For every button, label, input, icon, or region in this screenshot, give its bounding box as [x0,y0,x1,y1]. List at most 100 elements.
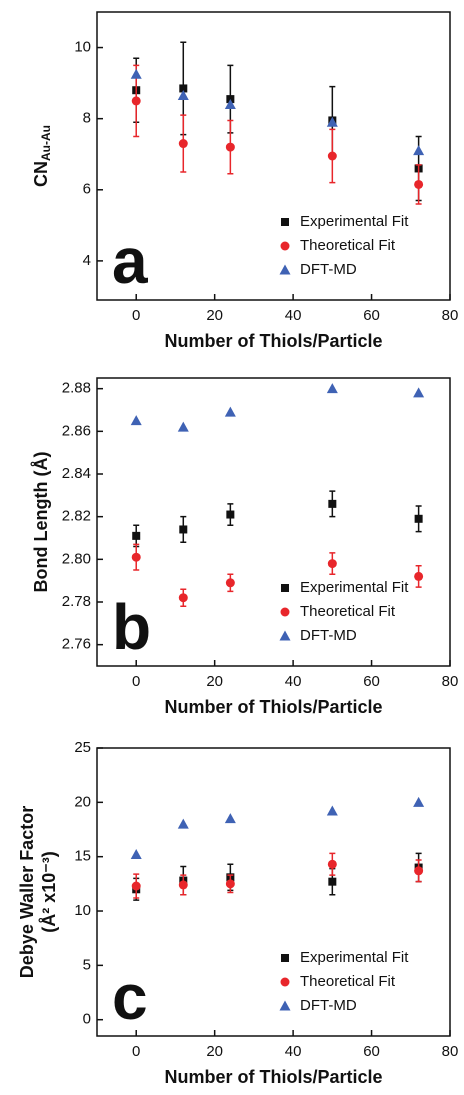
data-point [178,880,188,890]
y-tick-label: 2.78 [62,593,91,610]
data-point [413,387,425,398]
legend-label: DFT-MD [300,997,357,1014]
legend-marker [279,630,291,641]
legend-marker [279,1000,291,1011]
y-tick-label: 25 [74,739,91,756]
x-tick-label: 40 [285,307,302,324]
data-point [130,68,142,79]
data-point [179,84,188,93]
data-point [131,552,141,562]
legend-marker [281,218,289,226]
panel: 0 20 40 60 80 0 5 10 15 20 25 Number of Thiols/Part… [17,739,459,1087]
y-tick-label: 2.88 [62,380,91,397]
x-tick-label: 40 [285,673,302,690]
data-point [224,813,236,824]
y-tick-label: 2.76 [62,636,91,653]
y-tick-label: 8 [83,110,91,127]
y-axis-label-sub: Au-Au [39,125,53,161]
data-point [130,849,142,860]
data-point [224,98,236,109]
data-point [326,383,338,394]
x-axis-label: Number of Thiols/Particle [164,1067,382,1087]
data-point [131,96,141,106]
y-tick-label: 2.84 [62,465,91,482]
data-point [225,578,235,588]
y-axis-label: CNAu-Au [31,125,53,187]
data-point [413,145,425,156]
x-tick-label: 40 [285,1043,302,1060]
legend-label: Theoretical Fit [300,973,396,990]
x-tick-label: 20 [206,1043,223,1060]
data-point [225,879,235,889]
x-tick-label: 0 [132,307,140,324]
y-tick-label: 10 [74,39,91,56]
legend-marker [281,954,289,962]
data-point [226,510,235,519]
data-point [327,859,337,869]
data-point [328,499,337,508]
x-tick-label: 60 [363,307,380,324]
y-tick-label: 15 [74,848,91,865]
legend-marker [279,264,291,275]
panel: 0 20 40 60 80 2.76 2.78 2.80 2.82 2.84 2.86 2.88 Num… [31,377,459,717]
legend-label: Experimental Fit [300,213,409,230]
y-tick-label: 5 [83,956,91,973]
data-point [414,179,424,189]
x-tick-label: 80 [442,307,459,324]
legend-label: Experimental Fit [300,579,409,596]
legend-label: DFT-MD [300,627,357,644]
x-tick-label: 0 [132,1043,140,1060]
plot-frame [96,747,451,1037]
y-axis-label-line2: (Å² x10⁻³) [39,851,59,933]
y-tick-label: 0 [83,1011,91,1028]
data-point [179,525,188,534]
data-point [328,877,337,886]
data-point [130,415,142,426]
legend-label: Theoretical Fit [300,603,396,620]
y-axis-label: Bond Length (Å) [31,452,51,593]
data-point [413,796,425,807]
x-axis-label: Number of Thiols/Particle [164,331,382,351]
y-tick-label: 2.80 [62,550,91,567]
data-point [414,514,423,523]
legend-marker [280,607,290,617]
data-point [225,142,235,152]
x-tick-label: 60 [363,673,380,690]
x-tick-label: 0 [132,673,140,690]
data-point [131,881,141,891]
plot-frame [96,11,451,301]
x-tick-label: 80 [442,673,459,690]
data-point [178,593,188,603]
legend-marker [280,977,290,987]
plot-frame [96,377,451,667]
legend-marker [281,584,289,592]
panel-letter: b [112,591,151,663]
y-axis-label-main: Bond Length (Å) [31,452,51,593]
data-point [177,421,189,432]
x-tick-label: 60 [363,1043,380,1060]
x-tick-label: 80 [442,1043,459,1060]
y-axis-label: Debye Waller Factor [17,806,37,978]
y-tick-label: 20 [74,793,91,810]
data-point [327,559,337,569]
x-tick-label: 20 [206,673,223,690]
data-point [178,139,188,149]
y-tick-label: 2.82 [62,508,91,525]
data-point [414,866,424,876]
panel: 0 20 40 60 80 4 6 8 10 Number of Thiols/Particle C… [31,11,459,351]
data-point [326,116,338,127]
data-point [327,151,337,161]
y-tick-label: 2.86 [62,422,91,439]
legend-label: DFT-MD [300,261,357,278]
y-axis-label-main: CN [31,161,51,187]
panel-letter: c [112,961,148,1033]
data-point [132,531,141,540]
data-point [326,805,338,816]
panel-letter: a [112,225,148,297]
x-tick-label: 20 [206,307,223,324]
y-tick-label: 4 [83,252,91,269]
data-point [177,818,189,829]
y-tick-label: 6 [83,181,91,198]
